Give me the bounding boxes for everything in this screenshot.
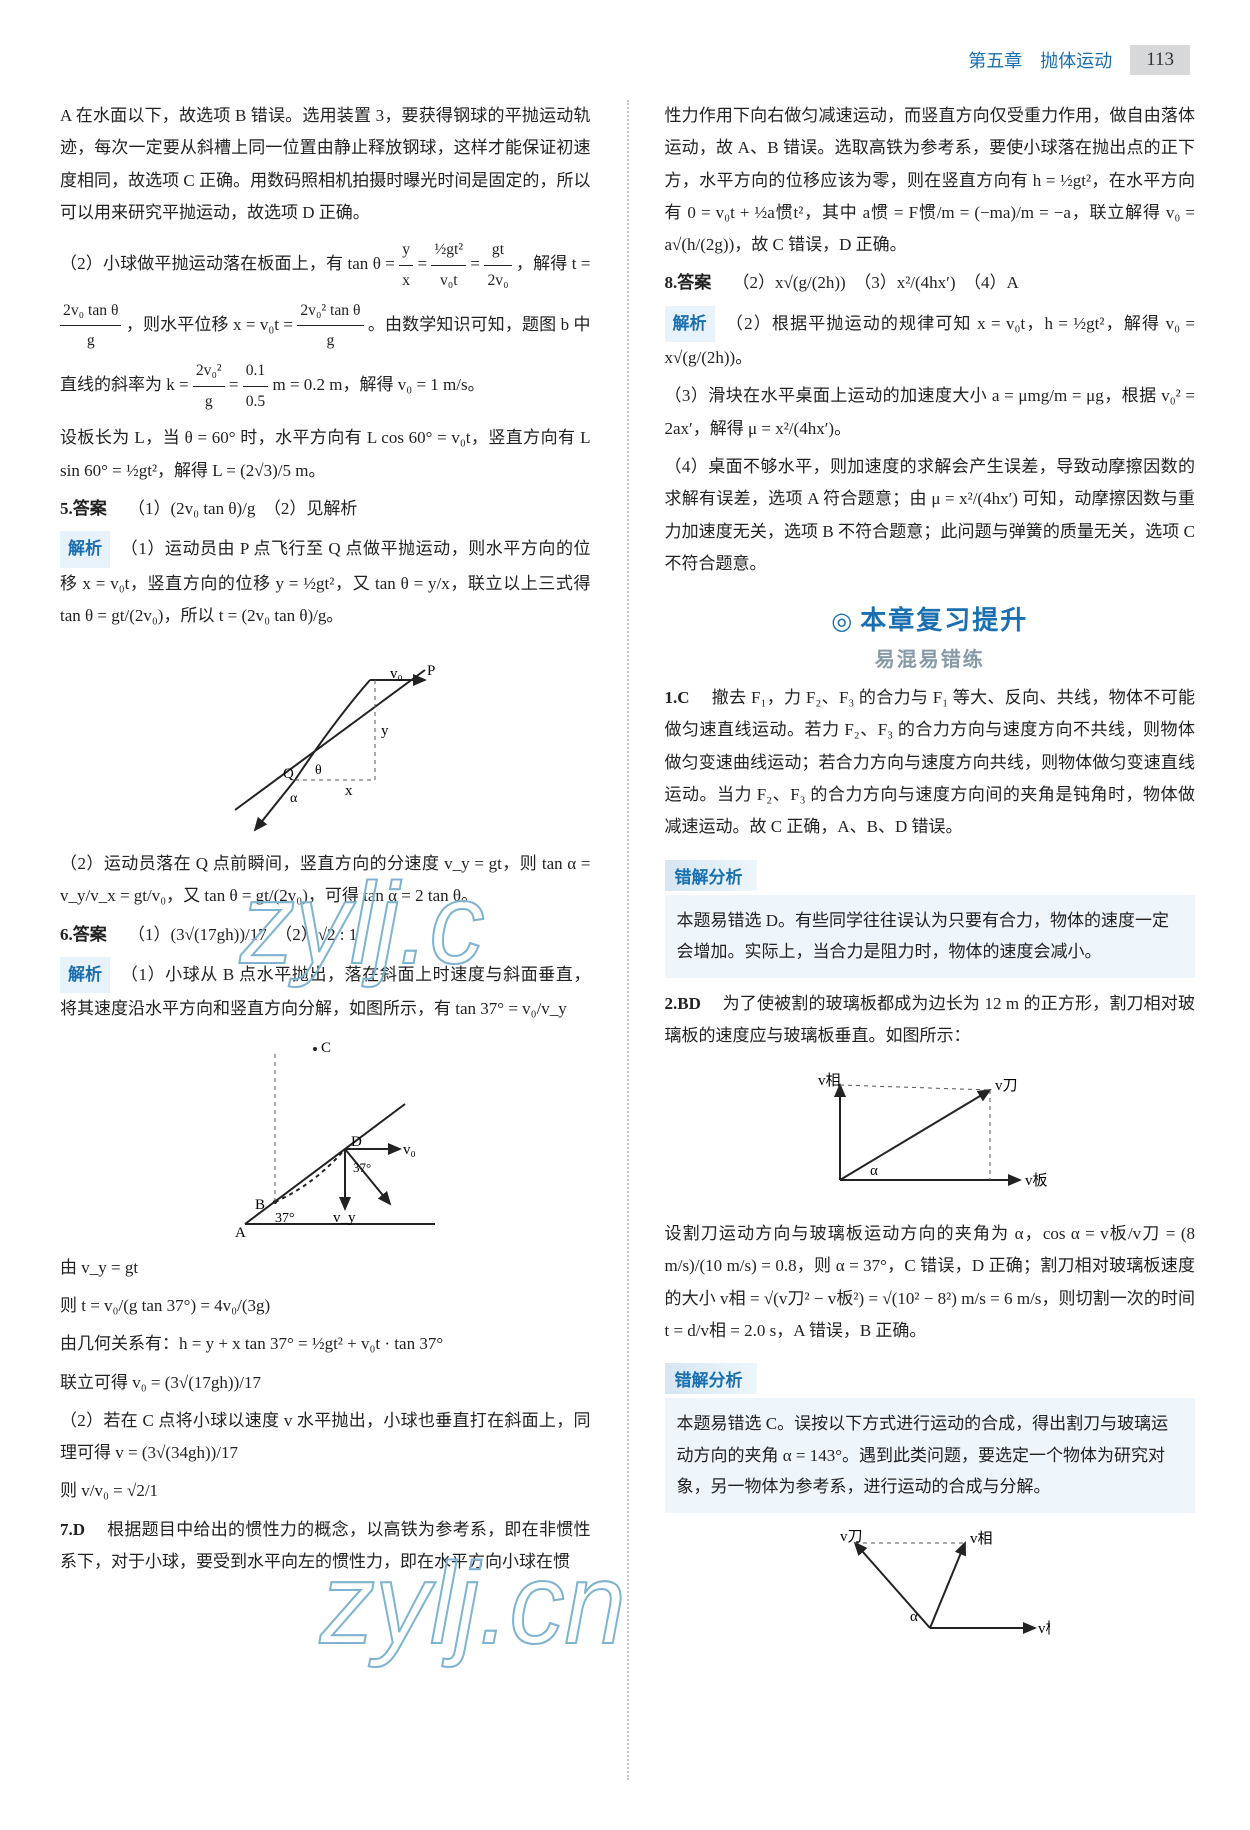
diagram-svg: P v₀ Q x y θ α xyxy=(195,640,455,840)
svg-text:α: α xyxy=(910,1609,918,1625)
svg-text:v相: v相 xyxy=(818,1072,841,1089)
svg-text:B: B xyxy=(255,1197,265,1213)
error-analysis-box: 本题易错选 C。误按以下方式进行运动的合成，得出割刀与玻璃运动方向的夹角 α =… xyxy=(665,1398,1196,1512)
column-divider xyxy=(627,100,629,1780)
page-number: 113 xyxy=(1130,45,1190,75)
left-para-1: A 在水面以下，故选项 B 错误。选用装置 3，要获得钢球的平抛运动轨迹，每次一… xyxy=(60,100,591,229)
error-analysis-label: 错解分析 xyxy=(665,1363,757,1394)
q7: 7.D 根据题目中给出的惯性力的概念，以高铁为参考系，即在非惯性系下，对于小球，… xyxy=(60,1514,591,1579)
answer-label: 1.C xyxy=(665,688,690,707)
section-icon: ◎ xyxy=(831,609,852,635)
q6-p6: （2）若在 C 点将小球以速度 v 水平抛出，小球也垂直打在斜面上，同理可得 v… xyxy=(60,1405,591,1470)
frac: yx xyxy=(399,235,413,295)
q6-answer: 6.答案 （1）(3√(17gh))/17 （2）√2 : 1 xyxy=(60,919,591,951)
t: （2）小球做平抛运动落在板面上，有 tan θ = xyxy=(60,254,399,273)
frac: 2v₀ tan θg xyxy=(60,296,121,356)
svg-text:θ: θ xyxy=(315,763,322,778)
svg-text:v板: v板 xyxy=(1025,1171,1048,1189)
svg-text:C: C xyxy=(321,1040,331,1056)
q6-p2: 由 v_y = gt xyxy=(60,1252,591,1284)
q7-text: 根据题目中给出的惯性力的概念，以高铁为参考系，即在非惯性系下，对于小球，要受到水… xyxy=(60,1520,591,1571)
answer-label: 7.D xyxy=(60,1520,85,1539)
t: = 0.2 m，解得 v₀ = 1 m/s。 xyxy=(290,375,485,394)
analysis-label: 解析 xyxy=(60,531,110,567)
svg-text:A: A xyxy=(235,1225,246,1241)
figure-q5: P v₀ Q x y θ α xyxy=(60,640,591,840)
analysis-label: 解析 xyxy=(60,957,110,993)
svg-text:D: D xyxy=(351,1134,362,1150)
q8-p3: （4）桌面不够水平，则加速度的求解会产生误差，导致动摩擦因数的求解有误差，选项 … xyxy=(665,451,1196,580)
answer-label: 6.答案 xyxy=(60,925,107,944)
error-analysis-label: 错解分析 xyxy=(665,860,757,891)
figure-q2a: v相 v刀 v板 α xyxy=(665,1060,1196,1210)
q6-p3: 则 t = v₀/(g tan 37°) = 4v₀/(3g) xyxy=(60,1290,591,1322)
figure-q6: B C A D v₀ v_y 37° 37° xyxy=(60,1034,591,1244)
error-analysis-box: 本题易错选 D。有些同学往往误认为只要有合力，物体的速度一定会增加。实际上，当合… xyxy=(665,895,1196,978)
frac: 2v₀²g xyxy=(193,356,225,416)
q2: 2.BD 为了使被割的玻璃板都成为边长为 12 m 的正方形，割刀相对玻璃板的速… xyxy=(665,988,1196,1053)
two-column-layout: zylj.c zylj.cn A 在水面以下，故选项 B 错误。选用装置 3，要… xyxy=(60,100,1195,1780)
answer-text: （1）(3√(17gh))/17 （2）√2 : 1 xyxy=(128,925,357,944)
svg-text:v刀: v刀 xyxy=(840,1529,863,1545)
t: ，解得 t = xyxy=(516,254,591,273)
section-title: 本章复习提升 xyxy=(860,606,1028,635)
diagram-svg: v相 v刀 v板 α xyxy=(800,1060,1060,1210)
svg-text:x: x xyxy=(345,783,353,799)
frac: 0.10.5 xyxy=(243,356,269,416)
svg-text:Q: Q xyxy=(283,766,294,782)
figure-q2b: v刀 v相 v板 α xyxy=(665,1523,1196,1653)
q2-text: 为了使被割的玻璃板都成为边长为 12 m 的正方形，割刀相对玻璃板的速度应与玻璃… xyxy=(665,994,1196,1045)
svg-text:37°: 37° xyxy=(353,1160,371,1175)
answer-text: （2）x√(g/(2h)) （3）x²/(4hx′) （4）A xyxy=(733,273,1019,292)
left-column: zylj.c zylj.cn A 在水面以下，故选项 B 错误。选用装置 3，要… xyxy=(60,100,591,1780)
analysis-label: 解析 xyxy=(665,306,715,342)
answer-label: 2.BD xyxy=(665,994,701,1013)
t: ，则水平位移 x = v₀t = xyxy=(126,315,297,334)
analysis-text: （1）小球从 B 点水平抛出，落在斜面上时速度与斜面垂直，将其速度沿水平方向和竖… xyxy=(60,965,591,1018)
diagram-svg: v刀 v相 v板 α xyxy=(810,1523,1050,1653)
q8-answer: 8.答案 （2）x√(g/(2h)) （3）x²/(4hx′) （4）A xyxy=(665,267,1196,299)
svg-text:α: α xyxy=(290,791,298,806)
q6-p5: 联立可得 v₀ = (3√(17gh))/17 xyxy=(60,1367,591,1399)
diagram-svg: B C A D v₀ v_y 37° 37° xyxy=(205,1034,445,1244)
svg-text:v₀: v₀ xyxy=(403,1142,416,1158)
svg-text:v刀: v刀 xyxy=(995,1078,1018,1094)
q1: 1.C 撤去 F₁，力 F₂、F₃ 的合力与 F₁ 等大、反向、共线，物体不可能… xyxy=(665,682,1196,843)
left-para-2: （2）小球做平抛运动落在板面上，有 tan θ = yx = ½gt²v₀t =… xyxy=(60,235,591,416)
q8-analysis: 解析 （2）根据平抛运动的规律可知 x = v₀t，h = ½gt²，解得 v₀… xyxy=(665,306,1196,375)
svg-text:P: P xyxy=(427,663,435,679)
answer-label: 5.答案 xyxy=(60,499,107,518)
answer-label: 8.答案 xyxy=(665,273,712,292)
q8-p2: （3）滑块在水平桌面上运动的加速度大小 a = μmg/m = μg，根据 v₀… xyxy=(665,380,1196,445)
analysis-text: （2）根据平抛运动的规律可知 x = v₀t，h = ½gt²，解得 v₀ = … xyxy=(665,314,1196,367)
q6-analysis: 解析 （1）小球从 B 点水平抛出，落在斜面上时速度与斜面垂直，将其速度沿水平方… xyxy=(60,957,591,1026)
frac: gt2v₀ xyxy=(484,235,511,295)
svg-text:α: α xyxy=(870,1163,878,1179)
svg-text:v_y: v_y xyxy=(333,1210,356,1226)
q5-answer: 5.答案 （1）(2v₀ tan θ)/g （2）见解析 xyxy=(60,493,591,525)
section-subhead: 易混易错练 xyxy=(665,643,1196,672)
left-para-3: 设板长为 L，当 θ = 60° 时，水平方向有 L cos 60° = v₀t… xyxy=(60,422,591,487)
frac: ½gt²v₀t xyxy=(431,235,466,295)
svg-text:y: y xyxy=(381,723,389,739)
svg-text:37°: 37° xyxy=(275,1211,295,1226)
chapter-label: 第五章 抛体运动 xyxy=(968,47,1112,73)
q5-p2: （2）运动员落在 Q 点前瞬间，竖直方向的分速度 v_y = gt，则 tan … xyxy=(60,848,591,913)
q5-analysis: 解析 （1）运动员由 P 点飞行至 Q 点做平抛运动，则水平方向的位移 x = … xyxy=(60,531,591,632)
svg-text:v₀: v₀ xyxy=(390,666,403,682)
right-column: 性力作用下向右做匀减速运动，而竖直方向仅受重力作用，做自由落体运动，故 A、B … xyxy=(665,100,1196,1780)
q2-p2: 设割刀运动方向与玻璃板运动方向的夹角为 α，cos α = v板/v刀 = (8… xyxy=(665,1218,1196,1347)
q6-p4: 由几何关系有：h = y + x tan 37° = ½gt² + v₀t · … xyxy=(60,1328,591,1360)
right-p1: 性力作用下向右做匀减速运动，而竖直方向仅受重力作用，做自由落体运动，故 A、B … xyxy=(665,100,1196,261)
analysis-text: （1）运动员由 P 点飞行至 Q 点做平抛运动，则水平方向的位移 x = v₀t… xyxy=(60,539,591,625)
svg-text:v相: v相 xyxy=(970,1530,993,1547)
svg-text:v板: v板 xyxy=(1038,1619,1050,1637)
section-header: ◎ 本章复习提升 xyxy=(665,600,1196,637)
page-header: 第五章 抛体运动 113 xyxy=(968,45,1190,75)
q1-text: 撤去 F₁，力 F₂、F₃ 的合力与 F₁ 等大、反向、共线，物体不可能做匀速直… xyxy=(665,688,1196,836)
frac: 2v₀² tan θg xyxy=(297,296,363,356)
q6-p7: 则 v/v₀ = √2/1 xyxy=(60,1475,591,1507)
answer-text: （1）(2v₀ tan θ)/g （2）见解析 xyxy=(128,499,357,518)
